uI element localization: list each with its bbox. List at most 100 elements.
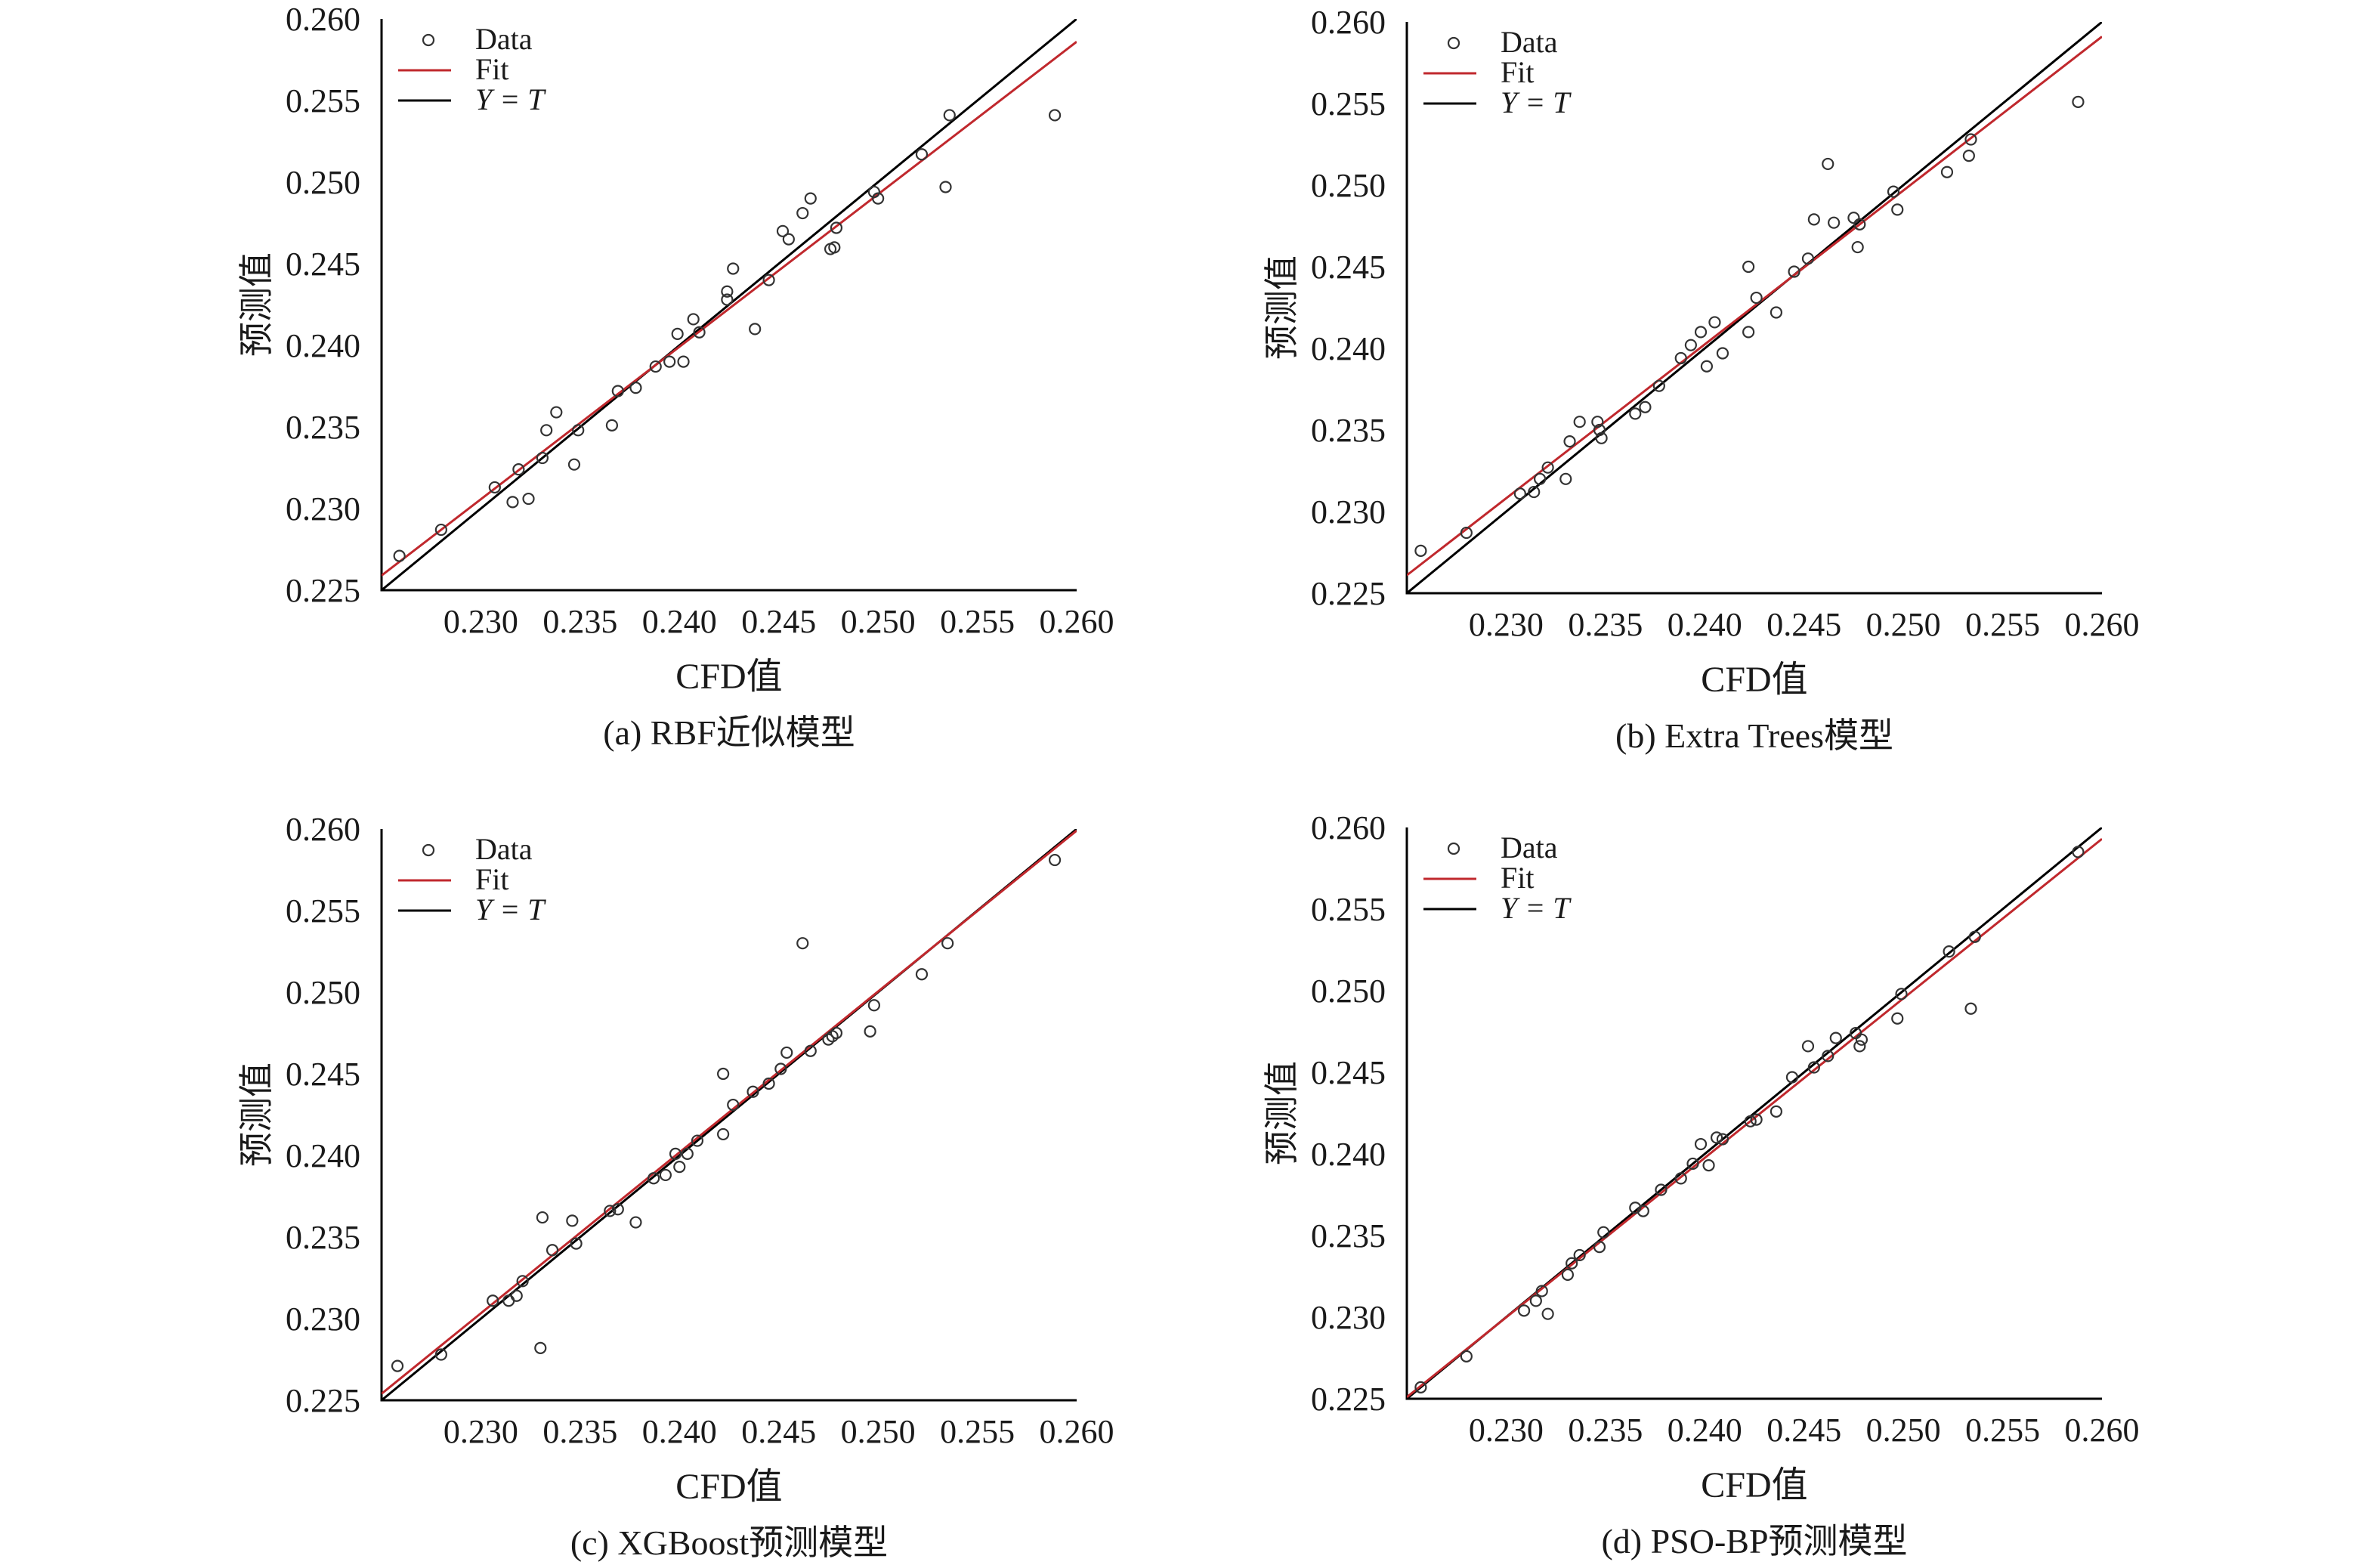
data-point <box>1652 379 1665 392</box>
y-tick-label: 0.250 <box>286 974 360 1011</box>
chart-panel-1: 0.225 0.230 0.235 0.240 0.245 0.250 0.255 0.260… <box>236 1 1114 752</box>
data-point <box>1684 339 1697 351</box>
data-point <box>828 241 841 254</box>
data-point <box>540 424 553 437</box>
data-point <box>488 481 501 494</box>
data-point <box>727 262 740 275</box>
y-tick-label: 0.235 <box>286 409 360 446</box>
data-point <box>611 1203 624 1216</box>
data-point <box>727 1098 740 1112</box>
data-point <box>510 1289 523 1302</box>
legend-data-marker <box>422 843 435 857</box>
data-point <box>749 323 762 336</box>
y-tick-label: 0.245 <box>1311 249 1386 286</box>
x-tick-label: 0.230 <box>444 603 518 640</box>
y-axis-label: 预测值 <box>1261 255 1302 360</box>
data-point <box>391 1359 404 1372</box>
legend-data-marker <box>1447 36 1460 50</box>
data-point <box>1801 1040 1815 1053</box>
data-point <box>939 181 952 193</box>
x-tick-label: 0.250 <box>841 1413 916 1450</box>
data-point <box>1563 435 1576 448</box>
data-point <box>1785 1071 1799 1084</box>
data-point <box>1566 1257 1578 1270</box>
y-axis-label: 预测值 <box>236 252 277 357</box>
y-tick-label: 0.240 <box>286 327 360 364</box>
y-tick-label: 0.230 <box>286 490 360 527</box>
x-tick-label: 0.245 <box>741 1413 816 1450</box>
y-tick-label: 0.260 <box>286 1 360 38</box>
data-point <box>2072 846 2085 858</box>
data-point <box>1591 416 1604 428</box>
data-point <box>2072 95 2085 108</box>
chart-panel-3: 0.225 0.230 0.235 0.240 0.245 0.250 0.255 0.260… <box>236 811 1114 1562</box>
data-point <box>1541 1307 1554 1320</box>
data-point <box>1541 461 1554 474</box>
data-point <box>566 1214 579 1227</box>
data-point <box>1637 1205 1649 1217</box>
x-tick-label: 0.245 <box>1766 1412 1841 1449</box>
y-tick-label: 0.225 <box>286 572 360 609</box>
data-point <box>1962 150 1975 162</box>
y-tick-label: 0.225 <box>1311 575 1386 612</box>
data-point <box>1895 988 1908 1001</box>
data-point <box>915 968 929 981</box>
data-point <box>546 1244 559 1257</box>
data-point <box>830 1026 843 1040</box>
x-tick-label: 0.245 <box>741 603 816 640</box>
data-point <box>1460 526 1473 540</box>
x-tick-label: 0.245 <box>1766 606 1841 643</box>
data-point <box>867 999 880 1012</box>
data-point <box>782 233 795 246</box>
x-axis-label: CFD值 <box>675 657 782 697</box>
data-point <box>796 206 809 220</box>
data-point <box>1414 544 1427 557</box>
x-axis-label: CFD值 <box>1701 1465 1807 1505</box>
y-tick-label: 0.225 <box>286 1382 360 1419</box>
data-point <box>1851 240 1864 254</box>
y-tick-label: 0.255 <box>286 82 360 119</box>
legend-label-data: Data <box>475 22 533 56</box>
data-point <box>864 1025 876 1038</box>
data-point <box>1593 1241 1606 1254</box>
data-point <box>1943 945 1955 958</box>
x-tick-label: 0.240 <box>1668 606 1742 643</box>
data-point <box>721 285 734 298</box>
data-point <box>872 192 885 205</box>
data-point <box>1513 487 1526 500</box>
x-tick-label: 0.255 <box>1965 1412 2040 1449</box>
data-point <box>1694 326 1708 339</box>
y-tick-label: 0.240 <box>286 1137 360 1174</box>
data-point <box>1573 1248 1586 1262</box>
y-tick-label: 0.255 <box>286 892 360 929</box>
data-point <box>1534 472 1547 485</box>
data-point <box>572 424 585 437</box>
y-tick-label: 0.250 <box>286 164 360 201</box>
data-point <box>1750 1113 1763 1126</box>
data-point <box>1535 1285 1548 1297</box>
data-point <box>1048 853 1062 867</box>
data-point <box>1891 203 1904 216</box>
data-point <box>536 451 549 465</box>
data-point <box>1694 1137 1708 1151</box>
data-point <box>721 293 734 306</box>
data-point <box>1595 431 1608 444</box>
chart-panel-4: 0.225 0.230 0.235 0.240 0.245 0.250 0.255 0.260… <box>1261 809 2140 1560</box>
x-tick-label: 0.250 <box>1866 606 1941 643</box>
x-tick-label: 0.230 <box>444 1413 518 1450</box>
y-tick-label: 0.230 <box>1311 493 1386 530</box>
x-tick-label: 0.235 <box>542 1413 617 1450</box>
data-point <box>1887 185 1900 198</box>
legend-label-data: Data <box>1501 25 1558 59</box>
data-point <box>780 1046 793 1059</box>
y-tick-label: 0.260 <box>286 811 360 848</box>
data-point <box>629 382 642 394</box>
data-point <box>1528 485 1541 499</box>
data-point <box>1829 1031 1842 1044</box>
y-tick-label: 0.240 <box>1311 330 1386 367</box>
x-tick-label: 0.235 <box>1568 1412 1643 1449</box>
fit-line <box>1407 36 2102 577</box>
data-point <box>567 458 581 471</box>
